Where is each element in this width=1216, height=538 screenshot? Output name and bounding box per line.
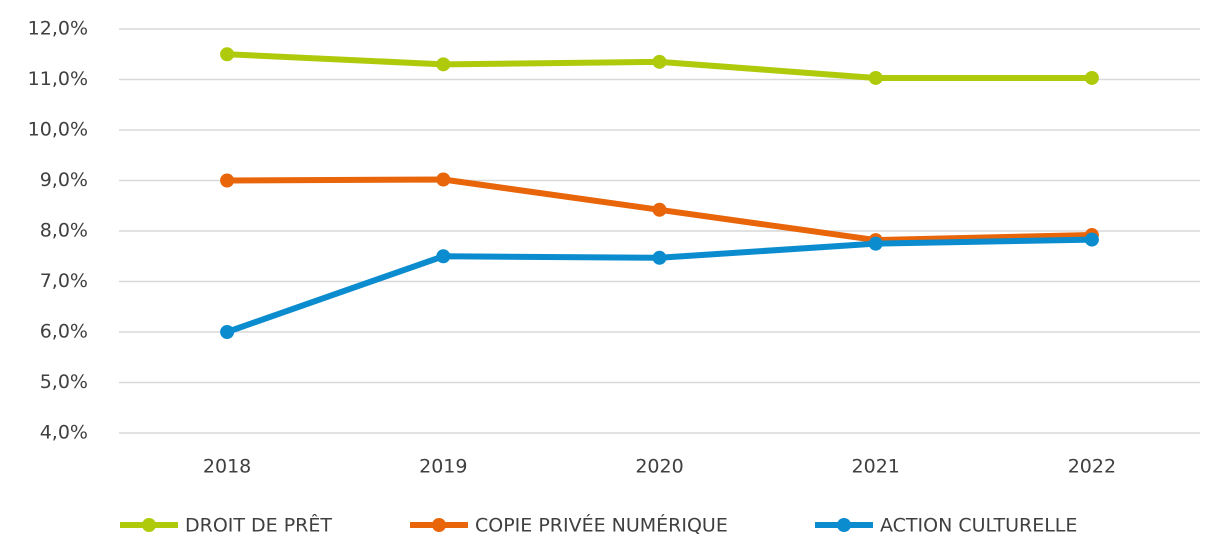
- point: [436, 57, 451, 72]
- legend-marker: [142, 518, 156, 532]
- point: [652, 202, 667, 217]
- legend-marker: [837, 518, 851, 532]
- legend-label: DROIT DE PRÊT: [185, 514, 332, 537]
- y-tick-label: 10,0%: [28, 119, 88, 141]
- y-tick-label: 6,0%: [40, 321, 88, 343]
- y-tick-label: 8,0%: [40, 220, 88, 242]
- legend-label: COPIE PRIVÉE NUMÉRIQUE: [475, 514, 728, 537]
- y-tick-label: 7,0%: [40, 270, 88, 292]
- point: [436, 249, 451, 264]
- point: [868, 236, 883, 251]
- x-tick-label: 2020: [635, 456, 683, 478]
- point: [220, 173, 235, 188]
- point: [436, 172, 451, 187]
- point: [1084, 232, 1099, 247]
- point: [220, 325, 235, 339]
- point: [220, 47, 235, 62]
- point: [652, 250, 667, 265]
- x-tick-label: 2018: [203, 456, 251, 478]
- point: [1084, 70, 1099, 85]
- point: [652, 54, 667, 69]
- x-tick-label: 2022: [1068, 456, 1116, 478]
- point: [868, 70, 883, 85]
- y-tick-label: 12,0%: [28, 18, 88, 40]
- y-tick-label: 4,0%: [40, 422, 88, 444]
- y-tick-label: 11,0%: [28, 68, 88, 90]
- legend-marker: [432, 518, 446, 532]
- x-tick-label: 2019: [419, 456, 467, 478]
- legend-label: ACTION CULTURELLE: [880, 515, 1077, 537]
- y-tick-label: 9,0%: [40, 169, 88, 191]
- y-tick-label: 5,0%: [40, 371, 88, 393]
- x-tick-label: 2021: [852, 456, 900, 478]
